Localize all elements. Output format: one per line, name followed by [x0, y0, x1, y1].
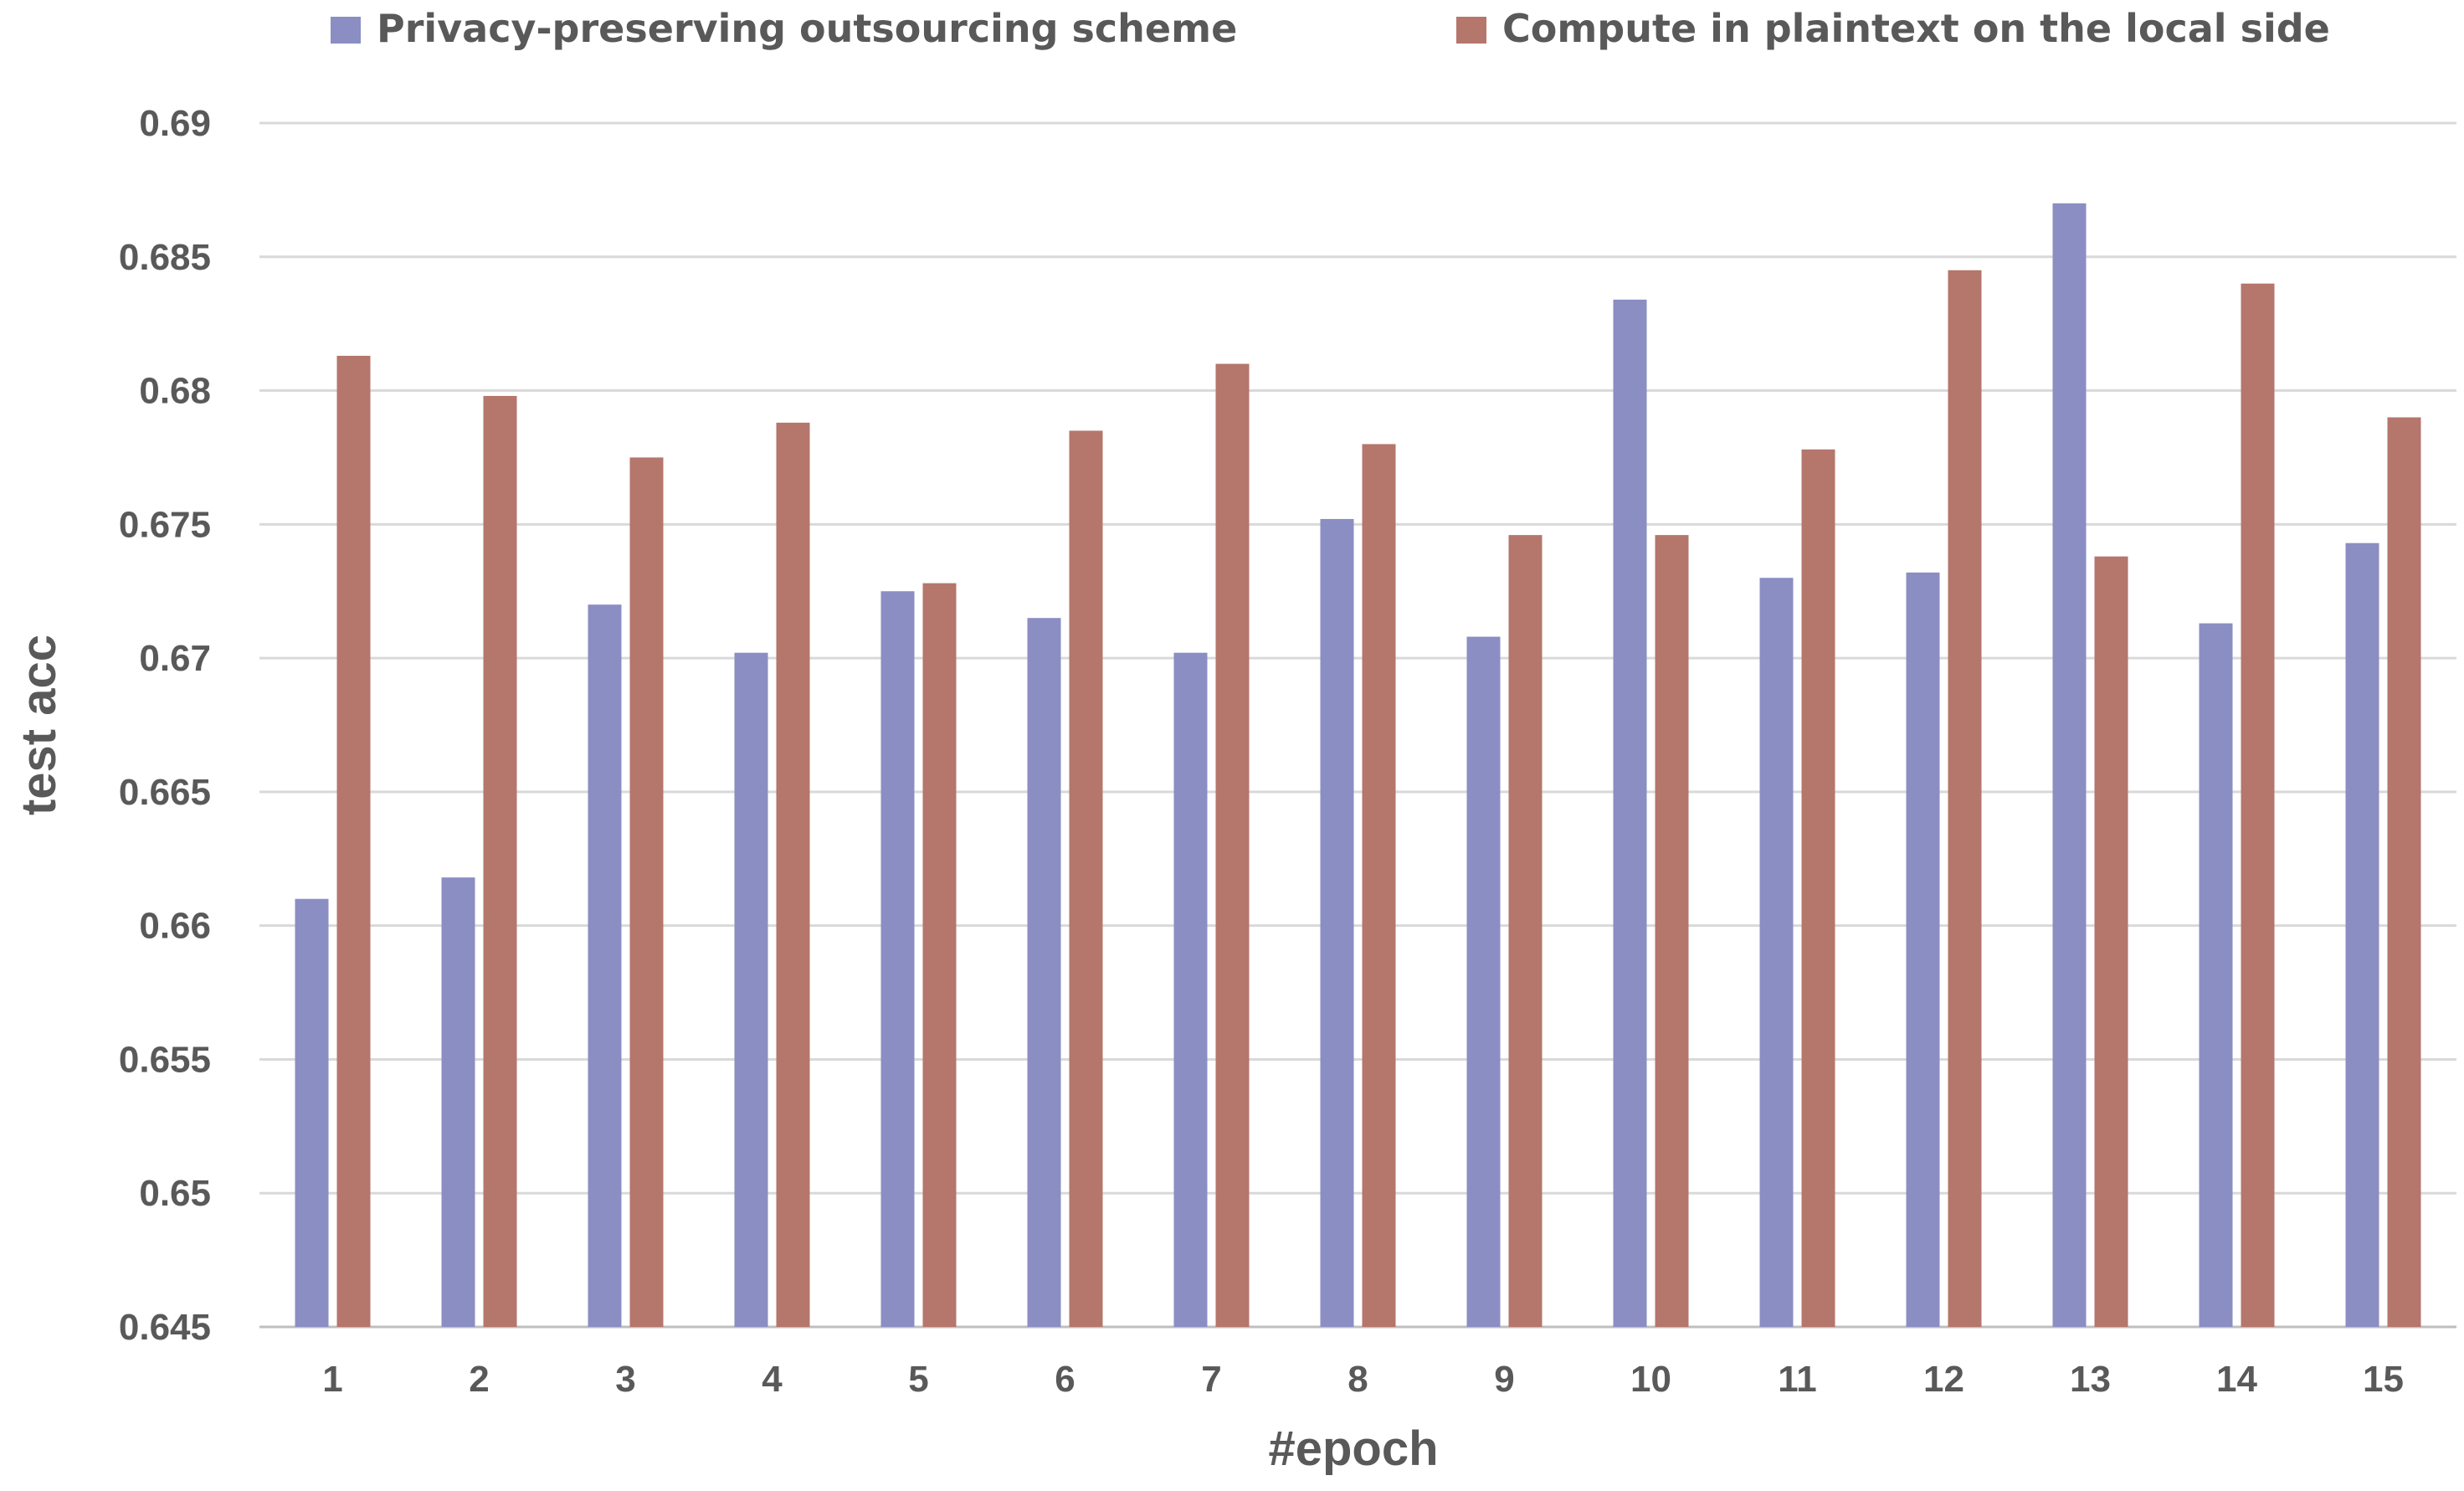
y-tick-label: 0.68 — [139, 371, 211, 412]
legend-swatch-privacy-preserving — [331, 17, 361, 44]
y-tick-label: 0.645 — [119, 1307, 211, 1348]
y-tick-label: 0.665 — [119, 772, 211, 813]
x-tick-label: 13 — [2070, 1359, 2111, 1400]
x-tick-label: 14 — [2216, 1359, 2257, 1400]
y-tick-label: 0.69 — [139, 103, 211, 144]
x-tick-label: 8 — [1348, 1359, 1368, 1400]
y-tick-label: 0.67 — [139, 638, 211, 679]
bar-privacy-preserving-epoch-12 — [1906, 572, 1940, 1327]
bar-privacy-preserving-epoch-13 — [2052, 203, 2087, 1327]
x-axis-title: #epoch — [1268, 1422, 1438, 1476]
x-tick-label: 7 — [1201, 1359, 1221, 1400]
bar-privacy-preserving-epoch-8 — [1320, 518, 1354, 1327]
bar-plaintext-local-epoch-4 — [776, 422, 810, 1327]
gridlines — [259, 121, 2456, 1329]
bar-plaintext-local-epoch-1 — [336, 356, 371, 1328]
x-tick-label: 10 — [1630, 1359, 1671, 1400]
x-tick-label: 12 — [1923, 1359, 1964, 1400]
bar-privacy-preserving-epoch-6 — [1027, 618, 1061, 1327]
bar-privacy-preserving-epoch-11 — [1759, 578, 1794, 1327]
bar-plaintext-local-epoch-11 — [1801, 449, 1835, 1327]
bar-plaintext-local-epoch-13 — [2094, 556, 2128, 1327]
x-tick-label: 15 — [2363, 1359, 2404, 1400]
x-tick-label: 9 — [1494, 1359, 1514, 1400]
y-tick-label: 0.675 — [119, 504, 211, 545]
bar-plaintext-local-epoch-2 — [483, 395, 517, 1327]
bar-plaintext-local-epoch-7 — [1215, 363, 1250, 1328]
bar-plaintext-local-epoch-8 — [1362, 444, 1396, 1327]
y-tick-label: 0.655 — [119, 1039, 211, 1080]
bars — [295, 203, 2421, 1328]
bar-plaintext-local-epoch-12 — [1948, 270, 1982, 1327]
bar-privacy-preserving-epoch-2 — [441, 877, 475, 1327]
y-tick-label: 0.66 — [139, 906, 211, 947]
bar-plaintext-local-epoch-9 — [1508, 535, 1543, 1327]
y-tick-label: 0.65 — [139, 1173, 211, 1214]
legend: Privacy-preserving outsourcing scheme Co… — [331, 6, 2330, 51]
bar-privacy-preserving-epoch-4 — [734, 652, 768, 1327]
bar-privacy-preserving-epoch-14 — [2199, 623, 2233, 1327]
x-tick-label: 5 — [908, 1359, 928, 1400]
x-tick-label: 6 — [1055, 1359, 1075, 1400]
y-axis-title: test acc — [12, 635, 66, 815]
bar-privacy-preserving-epoch-5 — [880, 591, 915, 1327]
bar-privacy-preserving-epoch-15 — [2345, 542, 2379, 1327]
y-axis-tick-labels: 0.645 0.65 0.655 0.66 0.665 0.67 0.675 0.68 0.68… — [119, 103, 211, 1348]
legend-label-privacy-preserving: Privacy-preserving outsourcing scheme — [377, 6, 1237, 51]
x-tick-label: 4 — [762, 1359, 783, 1400]
bar-privacy-preserving-epoch-10 — [1613, 299, 1647, 1327]
x-tick-label: 2 — [469, 1359, 489, 1400]
bar-plaintext-local-epoch-14 — [2241, 283, 2275, 1327]
legend-label-plaintext-local: Compute in plaintext on the local side — [1502, 6, 2330, 51]
bar-privacy-preserving-epoch-3 — [588, 604, 622, 1327]
bar-privacy-preserving-epoch-1 — [295, 898, 329, 1327]
bar-plaintext-local-epoch-15 — [2387, 417, 2421, 1327]
x-axis-tick-labels: 1 2 3 4 5 6 7 8 9 10 11 12 13 14 15 — [322, 1359, 2404, 1400]
legend-swatch-plaintext-local — [1456, 17, 1486, 44]
bar-privacy-preserving-epoch-9 — [1466, 636, 1501, 1327]
x-tick-label: 11 — [1778, 1359, 1817, 1400]
bar-privacy-preserving-epoch-7 — [1173, 652, 1208, 1327]
bar-plaintext-local-epoch-6 — [1069, 430, 1103, 1327]
bar-plaintext-local-epoch-5 — [922, 583, 957, 1327]
y-tick-label: 0.685 — [119, 237, 211, 278]
x-tick-label: 3 — [615, 1359, 635, 1400]
bar-plaintext-local-epoch-3 — [629, 457, 664, 1327]
bar-plaintext-local-epoch-10 — [1655, 535, 1689, 1327]
x-tick-label: 1 — [322, 1359, 342, 1400]
